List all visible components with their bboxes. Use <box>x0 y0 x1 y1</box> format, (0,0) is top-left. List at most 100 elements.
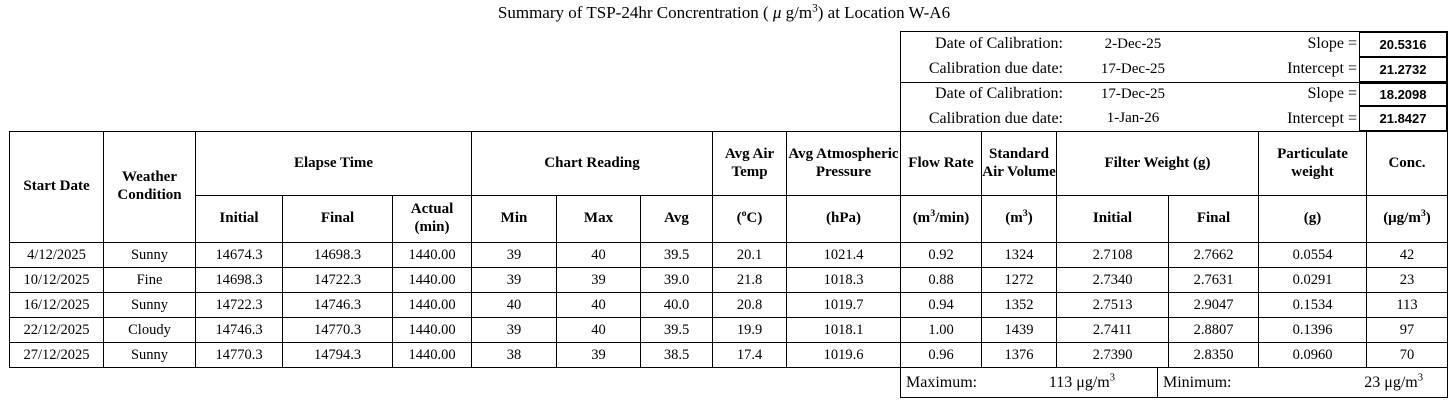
calibration-block: Date of Calibration: 2-Dec-25 Slope = 20… <box>900 31 1448 132</box>
unit-part: ( <box>736 210 742 227</box>
cell-filter-final: 2.9047 <box>1168 292 1259 318</box>
cell-chart-min: 40 <box>471 292 557 318</box>
cell-start-date: 10/12/2025 <box>9 267 104 293</box>
cell-start-date: 4/12/2025 <box>9 242 104 268</box>
cell-chart-avg: 38.5 <box>640 342 713 368</box>
unit-part: (m <box>1005 210 1023 227</box>
cell-chart-max: 40 <box>556 292 641 318</box>
col-header-start-date: Start Date <box>9 131 104 243</box>
unit-superscript: o <box>741 208 747 220</box>
cell-weather: Sunny <box>103 292 196 318</box>
cell-filter-final: 2.8807 <box>1168 317 1259 343</box>
unit-ug-per-m3: (μg/m3) <box>1366 195 1448 243</box>
unit-hpa: (hPa) <box>786 195 901 243</box>
cell-avg-temp: 17.4 <box>712 342 787 368</box>
cell-flow-rate: 0.92 <box>900 242 982 268</box>
cell-filter-initial: 2.7108 <box>1056 242 1169 268</box>
minimum-value-superscript: 3 <box>1417 372 1423 384</box>
cell-particulate: 0.0291 <box>1258 267 1367 293</box>
col-header-flow-rate: Flow Rate <box>900 131 982 196</box>
title-mu-symbol: μ <box>772 3 782 22</box>
calibration-due-date: 1-Jan-26 <box>1106 110 1160 127</box>
table-row: 22/12/2025 Cloudy 14746.3 14770.3 1440.0… <box>9 317 1448 343</box>
minimum-value: 23 μg/m3 <box>1364 372 1423 392</box>
cell-particulate: 0.1534 <box>1258 292 1367 318</box>
col-header-weather: Weather Condition <box>103 131 196 243</box>
maximum-value-superscript: 3 <box>1109 372 1115 384</box>
actual-label: Actual <box>410 201 454 218</box>
unit-part: (μg/m <box>1383 210 1421 227</box>
cell-conc: 42 <box>1366 242 1448 268</box>
cell-elapse-initial: 14770.3 <box>195 342 283 368</box>
cell-elapse-final: 14698.3 <box>282 242 393 268</box>
cell-avg-pressure: 1018.1 <box>786 317 901 343</box>
cell-std-volume: 1439 <box>981 317 1057 343</box>
col-group-chart-reading: Chart Reading <box>471 131 713 196</box>
calibration-date: 2-Dec-25 <box>1104 35 1162 52</box>
cell-std-volume: 1272 <box>981 267 1057 293</box>
intercept-label: Intercept = <box>1287 109 1357 127</box>
intercept-label: Intercept = <box>1287 60 1357 78</box>
maximum-value-text: 113 μg/m <box>1048 373 1110 391</box>
table-row: 16/12/2025 Sunny 14722.3 14746.3 1440.00… <box>9 292 1448 318</box>
cell-elapse-actual: 1440.00 <box>392 317 472 343</box>
cell-flow-rate: 1.00 <box>900 317 982 343</box>
cell-conc: 23 <box>1366 267 1448 293</box>
cell-flow-rate: 0.94 <box>900 292 982 318</box>
cell-weather: Sunny <box>103 242 196 268</box>
cell-std-volume: 1376 <box>981 342 1057 368</box>
cell-particulate: 0.0554 <box>1258 242 1367 268</box>
cell-filter-final: 2.7631 <box>1168 267 1259 293</box>
cell-avg-temp: 20.8 <box>712 292 787 318</box>
cell-avg-temp: 20.1 <box>712 242 787 268</box>
unit-part: ) <box>1425 210 1431 227</box>
col-group-elapse-time: Elapse Time <box>195 131 472 196</box>
calibration-due-label: Calibration due date: <box>928 109 1063 127</box>
cell-avg-pressure: 1018.3 <box>786 267 901 293</box>
cell-filter-initial: 2.7390 <box>1056 342 1169 368</box>
cell-elapse-initial: 14746.3 <box>195 317 283 343</box>
slope-label: Slope = <box>1307 85 1357 103</box>
cell-conc: 113 <box>1366 292 1448 318</box>
table-row: 27/12/2025 Sunny 14770.3 14794.3 1440.00… <box>9 342 1448 368</box>
unit-part: /min) <box>935 210 970 227</box>
cell-chart-avg: 39.5 <box>640 242 713 268</box>
maximum-label: Maximum: <box>906 373 978 391</box>
cell-filter-initial: 2.7411 <box>1056 317 1169 343</box>
cell-avg-pressure: 1019.7 <box>786 292 901 318</box>
cell-particulate: 0.0960 <box>1258 342 1367 368</box>
cell-flow-rate: 0.88 <box>900 267 982 293</box>
cell-start-date: 22/12/2025 <box>9 317 104 343</box>
cell-elapse-actual: 1440.00 <box>392 242 472 268</box>
unit-grams: (g) <box>1258 195 1367 243</box>
cell-particulate: 0.1396 <box>1258 317 1367 343</box>
tsp-data-table: Start Date Weather Condition Elapse Time… <box>9 131 1448 368</box>
calibration-row: Date of Calibration: 2-Dec-25 Slope = 20… <box>901 32 1447 57</box>
minimum-cell: Minimum: 23 μg/m3 <box>1158 368 1447 397</box>
col-header-conc: Conc. <box>1366 131 1448 196</box>
cell-elapse-initial: 14722.3 <box>195 292 283 318</box>
cell-elapse-actual: 1440.00 <box>392 342 472 368</box>
cell-chart-min: 39 <box>471 317 557 343</box>
calibration-due-label: Calibration due date: <box>928 60 1063 78</box>
unit-celsius: (oC) <box>712 195 787 243</box>
cell-chart-min: 38 <box>471 342 557 368</box>
cell-elapse-final: 14722.3 <box>282 267 393 293</box>
cell-conc: 97 <box>1366 317 1448 343</box>
calibration-due-date: 17-Dec-25 <box>1100 60 1166 77</box>
col-header-std-air-volume: Standard Air Volume <box>981 131 1057 196</box>
cell-avg-temp: 19.9 <box>712 317 787 343</box>
cell-chart-max: 40 <box>556 242 641 268</box>
unit-part: (m <box>912 210 931 227</box>
summary-row: Maximum: 113 μg/m3 Minimum: 23 μg/m3 <box>900 367 1448 398</box>
title-superscript: 3 <box>812 2 818 15</box>
minimum-value-text: 23 μg/m <box>1364 373 1418 391</box>
cell-elapse-actual: 1440.00 <box>392 267 472 293</box>
unit-superscript: 3 <box>1420 208 1426 220</box>
subheader-chart-min: Min <box>471 195 557 243</box>
maximum-cell: Maximum: 113 μg/m3 <box>901 368 1158 397</box>
calibration-date: 17-Dec-25 <box>1100 85 1166 102</box>
unit-superscript: 3 <box>930 208 936 220</box>
slope-value: 20.5316 <box>1359 32 1447 57</box>
